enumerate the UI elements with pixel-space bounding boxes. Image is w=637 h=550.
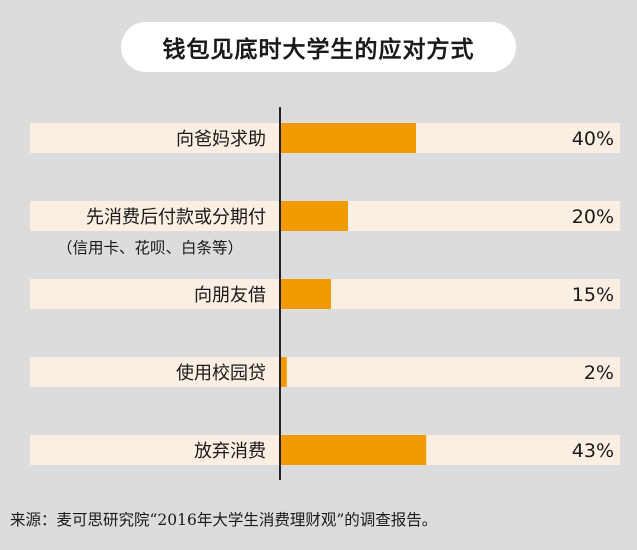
plot-area: 向爸妈求助 40% 先消费后付款或分期付 20% （信用卡、花呗、白条等） 向朋友借 15%… <box>30 107 620 480</box>
bar <box>280 201 348 231</box>
value-label: 43% <box>572 440 614 462</box>
value-label: 20% <box>572 206 614 228</box>
value-label: 15% <box>572 284 614 306</box>
bar <box>280 279 331 309</box>
category-label: 向爸妈求助 <box>176 129 266 150</box>
category-label: 使用校园贷 <box>176 363 266 384</box>
bar <box>280 357 287 387</box>
bar <box>280 123 416 153</box>
value-label: 40% <box>572 128 614 150</box>
chart-title: 钱包见底时大学生的应对方式 <box>121 22 516 72</box>
source-note: 来源：麦可思研究院“2016年大学生消费理财观”的调查报告。 <box>10 511 438 529</box>
bar-track <box>30 357 620 387</box>
value-label: 2% <box>584 362 614 384</box>
category-note: （信用卡、花呗、白条等） <box>57 239 243 257</box>
category-label: 放弃消费 <box>194 441 266 462</box>
category-label: 向朋友借 <box>194 285 266 306</box>
category-label: 先消费后付款或分期付 <box>86 207 266 228</box>
bar <box>280 435 427 465</box>
